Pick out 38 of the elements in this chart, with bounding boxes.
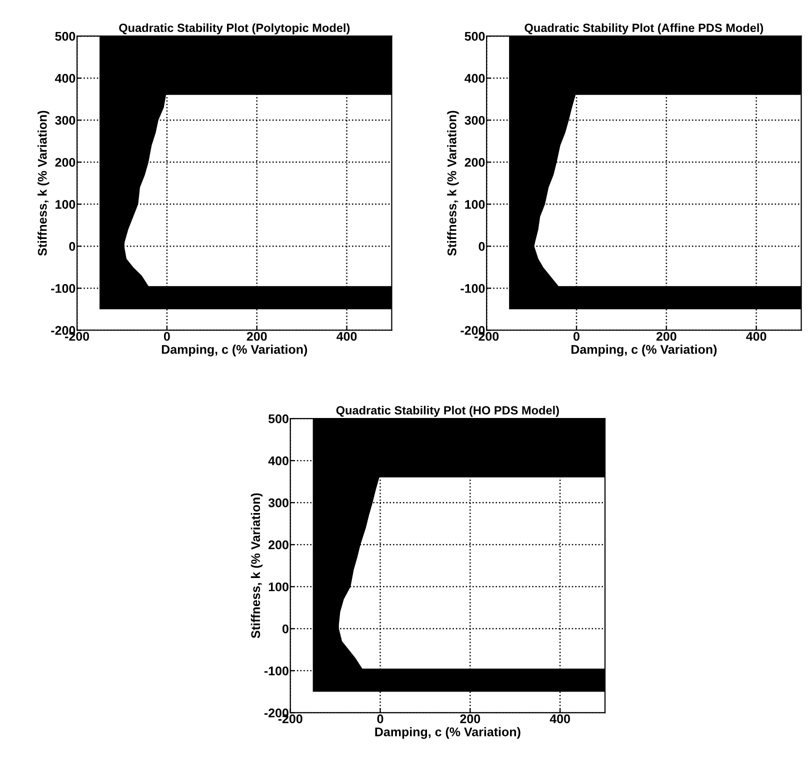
y-tick-label: 100 [268,582,288,592]
x-axis-title: Damping, c (% Variation) [375,727,520,739]
x-tick-label: 0 [164,332,170,341]
x-tick-label: 0 [574,332,580,341]
y-tick-label: 200 [55,158,76,167]
y-axis-title: Stiffness, k (% Variation) [250,493,263,638]
x-tick-label: 400 [550,714,570,724]
y-tick-label: 400 [54,74,76,83]
y-tick-label: -100 [264,666,288,676]
x-tick-label: 200 [246,332,267,341]
x-tick-label: 400 [336,332,357,341]
chart-title: Quadratic Stability Plot (Polytopic Model) [119,23,350,34]
y-tick-label: 400 [464,74,485,83]
x-tick-label: 200 [656,332,676,341]
chart-title: Quadratic Stability Plot (HO PDS Model) [336,406,559,417]
y-tick-label: 500 [464,32,485,41]
y-tick-label: 400 [268,456,288,466]
y-tick-label: 0 [478,242,485,251]
y-tick-label: 500 [55,32,76,41]
y-tick-label: 100 [56,200,76,209]
y-tick-label: 0 [69,242,76,251]
y-axis-title: Stiffness, k (% Variation) [447,110,459,256]
x-tick-label: 400 [746,332,766,341]
y-tick-label: 300 [268,498,288,508]
y-tick-label: 200 [464,158,485,167]
chart-title: Quadratic Stability Plot (Affine PDS Model) [524,23,764,34]
y-tick-label: 200 [268,540,288,550]
x-axis-title: Damping, c (% Variation) [571,344,717,356]
y-tick-label: -100 [51,284,76,293]
y-tick-label: 300 [55,116,76,125]
x-tick-label: 0 [377,714,384,724]
y-tick-label: -100 [460,284,485,293]
y-tick-label: 0 [282,624,288,634]
y-tick-label: 300 [464,116,485,125]
x-axis-title: Damping, c (% Variation) [162,344,308,356]
y-tick-label: 500 [268,414,288,424]
y-tick-label: 100 [465,200,485,209]
y-axis-title: Stiffness, k (% Variation) [38,110,50,256]
